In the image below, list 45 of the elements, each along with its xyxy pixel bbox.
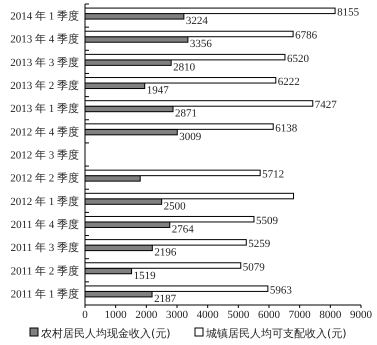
- y-tick-label: 2014 年 1 季度: [10, 10, 79, 23]
- y-tick-label: 2013 年 1 季度: [10, 102, 79, 116]
- y-tick-label: 2013 年 2 季度: [10, 79, 79, 92]
- y-tick-label: 2012 年 2 季度: [10, 172, 79, 185]
- y-tick-label: 2012 年 4 季度: [10, 125, 79, 138]
- data-label: 2500: [164, 200, 186, 212]
- y-tick-label: 2011 年 3 季度: [10, 241, 79, 254]
- data-label: 2871: [175, 108, 198, 120]
- data-label: 5079: [242, 261, 266, 274]
- data-label: 1519: [134, 270, 156, 282]
- data-label: 5509: [256, 214, 278, 227]
- data-label: 8155: [337, 6, 360, 19]
- y-tick-label: 2012 年 3 季度: [10, 148, 79, 162]
- data-label: 5259: [248, 238, 271, 250]
- x-tick-label: 0: [82, 309, 88, 321]
- y-tick-label: 2011 年 1 季度: [10, 287, 79, 300]
- x-tick-label: 8000: [319, 309, 342, 321]
- data-label: 2196: [154, 246, 177, 259]
- data-label: 6786: [295, 30, 318, 42]
- data-label: 6222: [278, 76, 300, 88]
- data-label: 6138: [275, 122, 298, 134]
- x-tick-label: 5000: [227, 309, 250, 321]
- data-label: 7427: [314, 99, 338, 112]
- x-tick-label: 7000: [288, 309, 312, 321]
- y-tick-label: 2013 年 4 季度: [10, 32, 79, 46]
- data-label: 6520: [286, 52, 310, 65]
- data-label: 3009: [179, 130, 202, 143]
- y-tick-label: 2013 年 3 季度: [10, 56, 79, 69]
- data-label: 5963: [270, 284, 292, 296]
- y-tick-label: 2011 年 2 季度: [10, 264, 79, 278]
- data-label: 1947: [146, 84, 170, 97]
- x-tick-label: 9000: [350, 309, 372, 321]
- data-label: 5712: [262, 168, 284, 181]
- x-tick-label: 1000: [104, 309, 128, 321]
- data-label: 3356: [190, 38, 212, 50]
- x-tick-label: 4000: [196, 309, 220, 321]
- x-tick-label: 3000: [166, 309, 188, 321]
- data-label: 2810: [173, 61, 196, 74]
- data-label: 2187: [154, 292, 177, 305]
- data-label: 3224: [186, 15, 208, 28]
- y-tick-label: 2012 年 1 季度: [10, 194, 79, 208]
- x-tick-label: 2000: [135, 309, 158, 321]
- y-tick-label: 2011 年 4 季度: [10, 218, 79, 231]
- data-label: 2764: [172, 223, 194, 236]
- x-tick-label: 6000: [258, 309, 280, 321]
